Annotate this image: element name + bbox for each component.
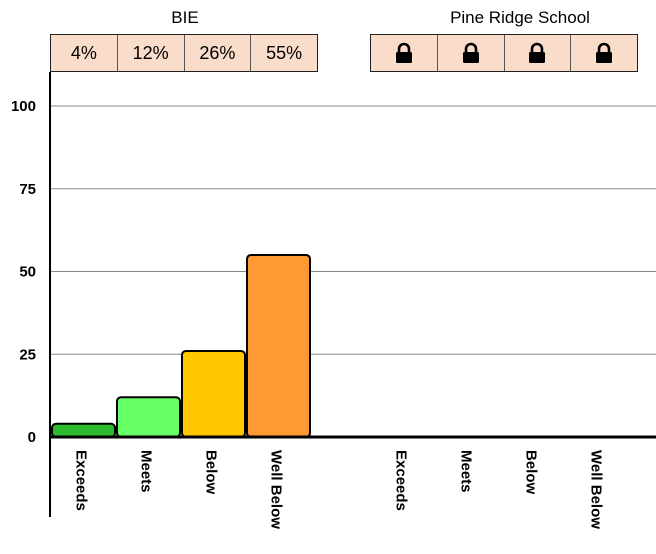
lock-icon xyxy=(395,42,412,63)
percent-cell-below: 26% xyxy=(185,35,252,71)
percent-cell-exceeds: 4% xyxy=(51,35,118,71)
bar-exceeds xyxy=(51,422,116,439)
bar-below xyxy=(181,349,246,438)
y-tick-label: 25 xyxy=(19,346,36,363)
percent-table-pine-ridge xyxy=(370,34,638,72)
group-title-pine-ridge: Pine Ridge School xyxy=(450,8,590,27)
x-tick-label: Exceeds xyxy=(393,450,410,511)
x-tick-label: Well Below xyxy=(268,450,285,529)
y-tick-label: 75 xyxy=(19,181,36,198)
locked-cell-below xyxy=(505,35,572,71)
x-tick-label: Meets xyxy=(138,450,155,493)
lock-icon xyxy=(596,42,613,63)
lock-icon xyxy=(462,42,479,63)
y-tick-label: 100 xyxy=(11,98,36,115)
x-tick-label: Meets xyxy=(458,450,475,493)
locked-cell-well-below xyxy=(571,35,637,71)
percent-cell-well-below: 55% xyxy=(266,42,303,63)
x-tick-label: Well Below xyxy=(588,450,605,529)
bar-well-below xyxy=(246,253,311,438)
locked-cell-exceeds xyxy=(371,35,438,71)
percent-table-bie: 4% 12% 26% 55% xyxy=(50,34,318,72)
percent-cell-meets: 12% xyxy=(118,35,185,71)
x-tick-label: Exceeds xyxy=(73,450,90,511)
locked-cell-meets xyxy=(438,35,505,71)
y-tick-label: 50 xyxy=(19,264,36,281)
bar-meets xyxy=(116,396,181,438)
x-tick-label: Below xyxy=(523,450,540,495)
x-tick-label: Below xyxy=(203,450,220,495)
y-tick-label: 0 xyxy=(28,429,36,446)
group-title-bie: BIE xyxy=(171,8,199,27)
lock-icon xyxy=(529,42,546,63)
